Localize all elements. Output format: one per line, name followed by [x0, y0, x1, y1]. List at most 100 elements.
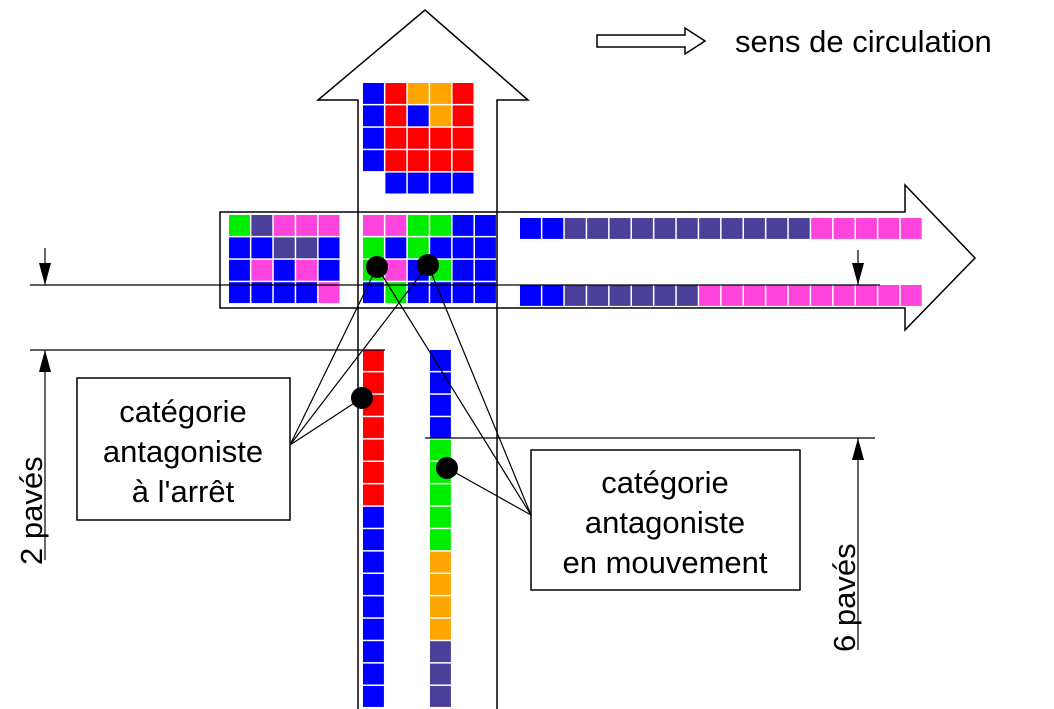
cell [430, 529, 451, 551]
cell [430, 551, 451, 573]
cell [363, 372, 384, 394]
cell [856, 218, 877, 239]
cell [430, 172, 452, 194]
cell [430, 215, 452, 236]
cell [654, 218, 676, 239]
cell [273, 282, 295, 304]
cell [430, 105, 452, 127]
cell [363, 439, 384, 461]
cell [475, 237, 496, 259]
cell [587, 285, 609, 306]
leaders [289, 264, 532, 516]
callout-line: à l'arrêt [132, 474, 235, 509]
cell [229, 259, 250, 281]
cell [452, 172, 474, 194]
cell [430, 506, 451, 528]
cell [385, 259, 407, 281]
cell [430, 618, 451, 640]
cell [520, 285, 541, 306]
horizontal-arrow [219, 183, 977, 332]
arrowhead [852, 438, 864, 460]
cell [363, 350, 384, 371]
callout-line: catégorie [601, 465, 729, 500]
cell [363, 237, 384, 259]
cell [430, 484, 451, 506]
cell [699, 218, 721, 239]
arrowhead [39, 263, 51, 285]
cell [296, 237, 318, 259]
cell [296, 282, 318, 304]
cell [407, 237, 429, 259]
cell [407, 282, 429, 304]
cell [229, 215, 250, 236]
cell [520, 218, 541, 239]
cell [363, 105, 384, 127]
cell [363, 215, 384, 236]
cell [385, 172, 407, 194]
cell [676, 285, 698, 306]
cell [833, 218, 855, 239]
cell [363, 663, 384, 685]
cell [475, 282, 496, 304]
cell [609, 285, 631, 306]
legend-label: sens de circulation [735, 24, 992, 59]
cell [564, 285, 586, 306]
cell [833, 285, 855, 306]
cell [430, 596, 451, 618]
cell [430, 394, 451, 416]
cell [273, 259, 295, 281]
cell [744, 285, 765, 306]
cell [475, 259, 496, 281]
cell [407, 215, 429, 236]
cell [900, 285, 922, 306]
cell [564, 218, 586, 239]
cell [229, 237, 250, 259]
cell [452, 105, 474, 127]
cell [251, 282, 273, 304]
cell [363, 686, 384, 707]
callout-line: antagoniste [585, 505, 745, 540]
cell [363, 150, 384, 172]
cell [430, 417, 451, 439]
cell [452, 127, 474, 149]
cell [363, 574, 384, 595]
cell [407, 127, 429, 149]
cell [363, 596, 384, 618]
legend-arrow [596, 26, 707, 56]
cell [407, 83, 429, 104]
cell [318, 282, 340, 304]
cell [452, 215, 474, 236]
callout-box [530, 449, 801, 591]
cell [788, 285, 810, 306]
cell [452, 259, 474, 281]
cell [856, 285, 877, 306]
callout-box [76, 377, 291, 521]
cell [363, 529, 384, 551]
cell [251, 237, 273, 259]
cell [229, 282, 250, 304]
cell [542, 285, 564, 306]
cell [676, 218, 698, 239]
cell [632, 218, 653, 239]
cell [430, 127, 452, 149]
cell [363, 551, 384, 573]
cell [385, 127, 407, 149]
cell [430, 663, 451, 685]
cell [318, 259, 340, 281]
cell [318, 237, 340, 259]
cell [363, 127, 384, 149]
cell [251, 259, 273, 281]
cell [385, 150, 407, 172]
callout-line: en mouvement [562, 545, 767, 580]
dots [351, 254, 458, 479]
cell [407, 172, 429, 194]
cells [229, 83, 922, 707]
cell [452, 237, 474, 259]
vertical-arrow [315, 9, 530, 709]
callout-line: catégorie [119, 394, 247, 429]
cell [363, 282, 384, 304]
cell [900, 218, 922, 239]
cell [766, 218, 788, 239]
